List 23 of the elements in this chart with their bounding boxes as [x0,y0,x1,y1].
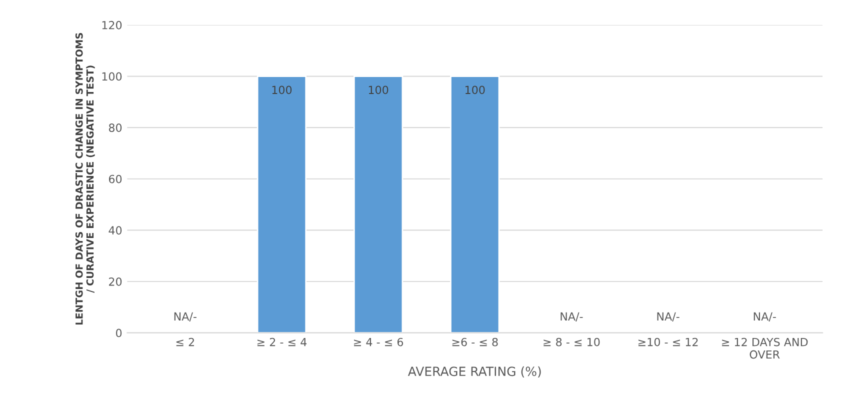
y-tick-label: 120 [102,20,122,30]
x-tick-label: ≥6 - ≤ 8 [452,338,498,346]
y-tick-label: 100 [102,72,122,81]
data-label: 100 [368,86,388,94]
x-tick-label: ≥ 8 - ≤ 10 [544,338,600,346]
y-tick-label: 40 [108,226,122,235]
x-tick-label: ≥ 12 DAYS AND OVER [722,338,808,359]
y-axis-title: LENTGH OF DAYS OF DRASTIC CHANGE IN SYMPTOMS / CURATIVE EXPERIENCE (NEGATIVE TEST) [75,33,95,325]
y-tick-label: 0 [116,328,122,338]
x-tick-label: ≤ 2 [176,338,194,346]
x-tick-label: ≥ 2 - ≤ 4 [257,338,307,346]
y-tick-label: 80 [108,124,122,132]
text: NA/- [754,312,776,322]
y-tick-label: 20 [109,277,122,286]
y-tick-label: 60 [108,174,122,184]
x-tick-label: ≥10 - ≤ 12 [638,338,698,346]
text: NA/- [560,312,583,322]
data-label: 100 [465,86,485,94]
x-tick-label: ≥ 4 - ≤ 6 [354,338,404,346]
text: NA/- [657,312,680,322]
x-axis-title: AVERAGE RATING (%) [408,366,541,378]
text: NA/- [174,312,196,322]
data-label: 100 [272,86,292,94]
